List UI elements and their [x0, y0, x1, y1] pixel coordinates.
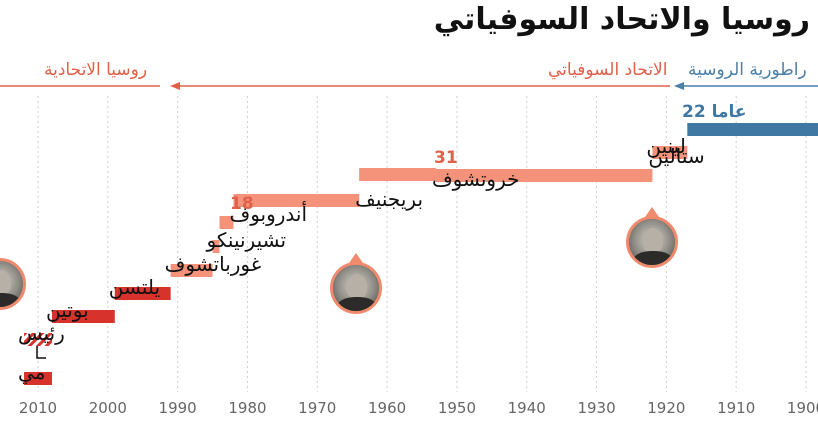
duration-label-3: 31: [434, 148, 458, 168]
leader-label-1: لينين: [646, 134, 685, 158]
portrait-stalin: [626, 216, 678, 268]
leader-label-10: رئيس: [18, 321, 65, 345]
bar-3: [359, 168, 436, 181]
bar-6: [212, 240, 220, 253]
bar-2: [435, 169, 653, 182]
x-tick-label: 1920: [647, 399, 685, 417]
x-tick-label: 1900: [787, 399, 818, 417]
bar-4: [233, 194, 360, 207]
x-tick-label: 1950: [438, 399, 476, 417]
bar-7: [170, 264, 213, 277]
leader-label-3: خروتشوف: [432, 167, 520, 191]
bar-11: [24, 372, 52, 385]
leader-label-9: بوتين: [46, 298, 89, 322]
leader-label-8: يلتسن: [109, 275, 160, 299]
era-label-empire: راطورية الروسية: [688, 60, 807, 80]
bar-8: [114, 287, 171, 300]
leader-label-11: مي: [18, 360, 45, 385]
chart-title: روسيا والاتحاد السوفياتي: [433, 2, 810, 37]
bar-9: [51, 310, 115, 323]
portrait-brezhnev: [330, 262, 382, 314]
x-tick-label: 1940: [508, 399, 546, 417]
empire-era-arrowhead: [674, 82, 684, 90]
x-tick-label: 2010: [19, 399, 57, 417]
era-label-soviet: الاتحاد السوفياتي: [548, 60, 668, 80]
bar-5: [219, 216, 234, 229]
x-tick-label: 1990: [159, 399, 197, 417]
era-label-federation: روسيا الاتحادية: [44, 60, 148, 80]
portrait-brezhnev-pin: [349, 253, 363, 263]
x-tick-label: 2000: [89, 399, 127, 417]
soviet-era-arrowhead: [170, 82, 180, 90]
leader-label-7: غورباتشوف: [165, 252, 262, 276]
medvedev-connector: [36, 346, 46, 359]
x-tick-label: 1970: [298, 399, 336, 417]
leader-label-6: تشيرنينكو: [206, 228, 287, 252]
bar-0: [687, 123, 818, 136]
x-tick-label: 1910: [717, 399, 755, 417]
leader-label-2: ستالين: [648, 144, 704, 168]
x-tick-label: 1960: [368, 399, 406, 417]
bar-1: [652, 146, 688, 159]
duration-label-0: 22 عاما: [682, 102, 746, 122]
portrait-stalin-pin: [645, 207, 659, 217]
bar-10: [24, 333, 52, 346]
leader-label-4: بريجنيف: [355, 187, 423, 211]
duration-label-5: 18: [230, 194, 254, 214]
x-tick-label: 1930: [577, 399, 615, 417]
leader-label-5: أندروبوف: [229, 201, 307, 226]
x-tick-label: 1980: [228, 399, 266, 417]
